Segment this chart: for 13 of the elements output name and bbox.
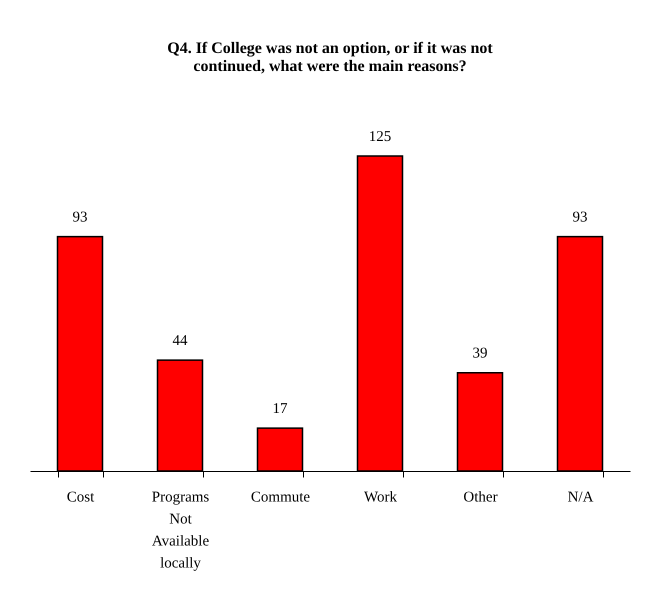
data-label: 17 bbox=[272, 401, 288, 418]
x-tick-label: Other bbox=[463, 490, 498, 506]
x-tick-label: N/A bbox=[568, 490, 594, 506]
x-tick-label: Commute bbox=[250, 490, 310, 506]
data-label: 93 bbox=[72, 210, 88, 226]
x-tick-label: Work bbox=[364, 490, 398, 506]
data-label: 39 bbox=[472, 346, 488, 362]
data-label: 93 bbox=[572, 210, 588, 226]
chart-title: Q4. If College was not an option, or if it was not continued, what were the main reasons? bbox=[167, 40, 494, 75]
data-label: 44 bbox=[172, 333, 188, 350]
x-tick-label: Programs Not Available locally bbox=[152, 490, 210, 572]
data-label: 125 bbox=[368, 129, 392, 145]
x-tick-label: Cost bbox=[66, 490, 96, 506]
